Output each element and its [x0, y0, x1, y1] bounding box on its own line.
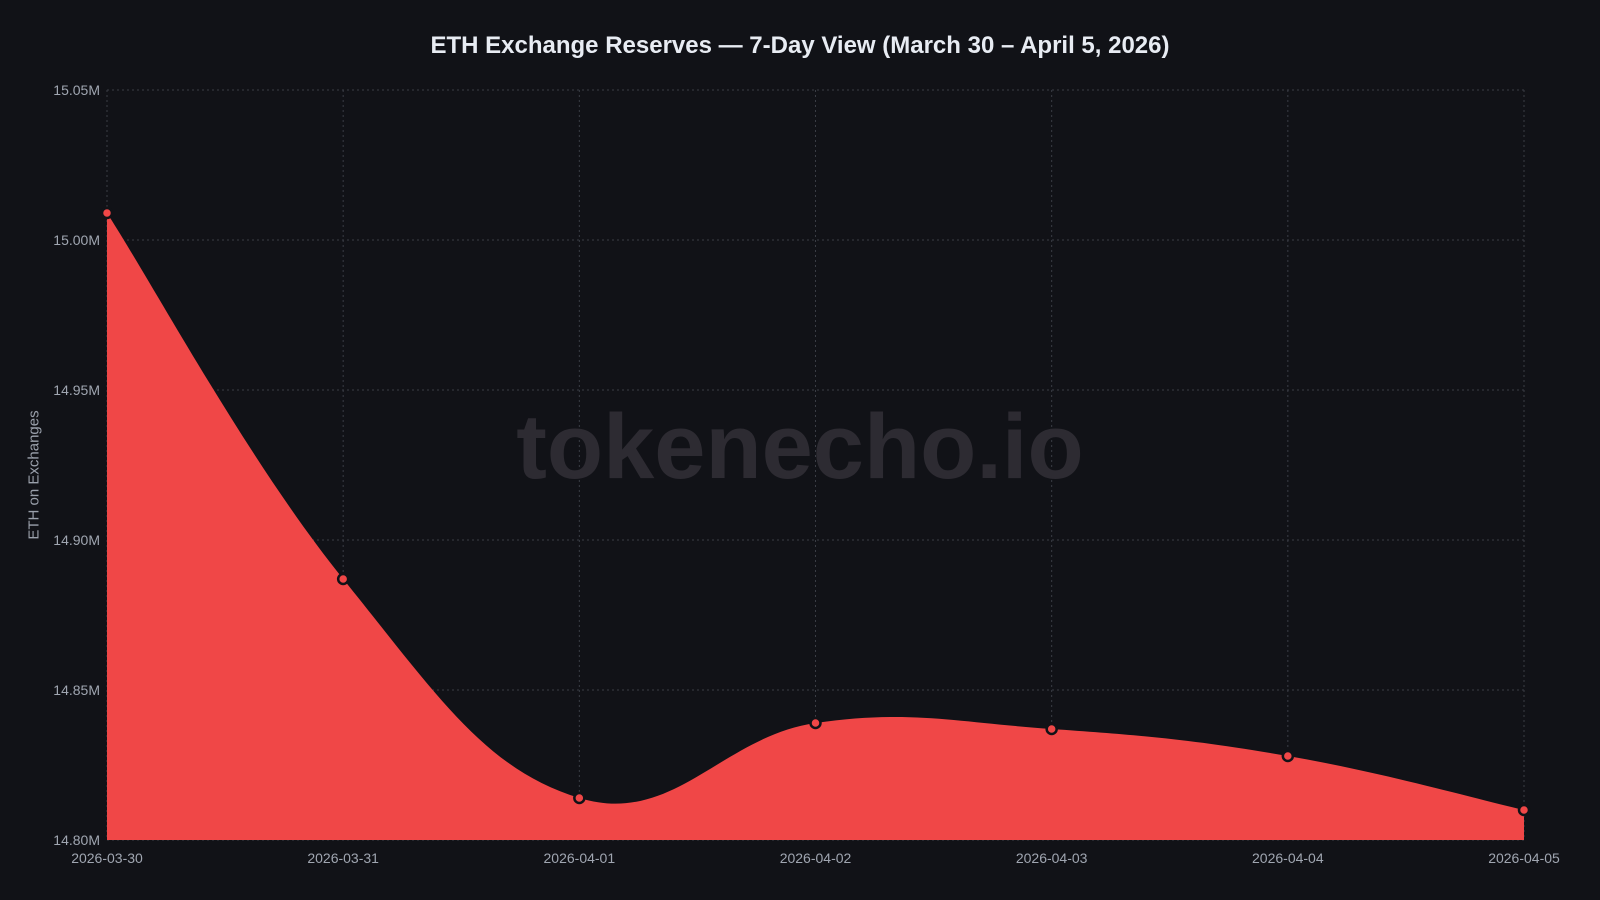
- area-fill: [107, 213, 1524, 840]
- x-tick-label: 2026-04-05: [1488, 850, 1560, 866]
- y-axis-ticks: 14.80M 14.85M 14.90M 14.95M 15.00M 15.05M: [53, 82, 100, 848]
- y-tick-label: 14.85M: [53, 682, 100, 698]
- data-point[interactable]: [336, 572, 350, 586]
- data-point[interactable]: [573, 791, 586, 805]
- y-tick-label: 14.80M: [53, 832, 100, 848]
- grid-lines: [106, 89, 1525, 841]
- x-tick-label: 2026-03-30: [71, 850, 143, 866]
- data-point[interactable]: [1045, 722, 1058, 736]
- data-points: [100, 206, 1531, 817]
- x-axis-ticks: 2026-03-30 2026-03-31 2026-04-01 2026-04-02…: [71, 850, 1560, 866]
- x-tick-label: 2026-04-02: [780, 850, 852, 866]
- data-point[interactable]: [100, 206, 114, 220]
- x-tick-label: 2026-03-31: [307, 850, 379, 866]
- x-tick-label: 2026-04-04: [1252, 850, 1324, 866]
- data-point[interactable]: [1517, 803, 1531, 817]
- watermark: tokenecho.io: [516, 396, 1083, 498]
- y-tick-label: 14.95M: [53, 382, 100, 398]
- y-tick-label: 15.00M: [53, 232, 100, 248]
- chart-title: ETH Exchange Reserves — 7-Day View (Marc…: [430, 32, 1170, 59]
- y-tick-label: 14.90M: [53, 532, 100, 548]
- y-tick-label: 15.05M: [53, 82, 100, 98]
- x-tick-label: 2026-04-03: [1016, 850, 1088, 866]
- data-point[interactable]: [1281, 749, 1295, 763]
- x-tick-label: 2026-04-01: [544, 850, 616, 866]
- data-point[interactable]: [809, 716, 822, 730]
